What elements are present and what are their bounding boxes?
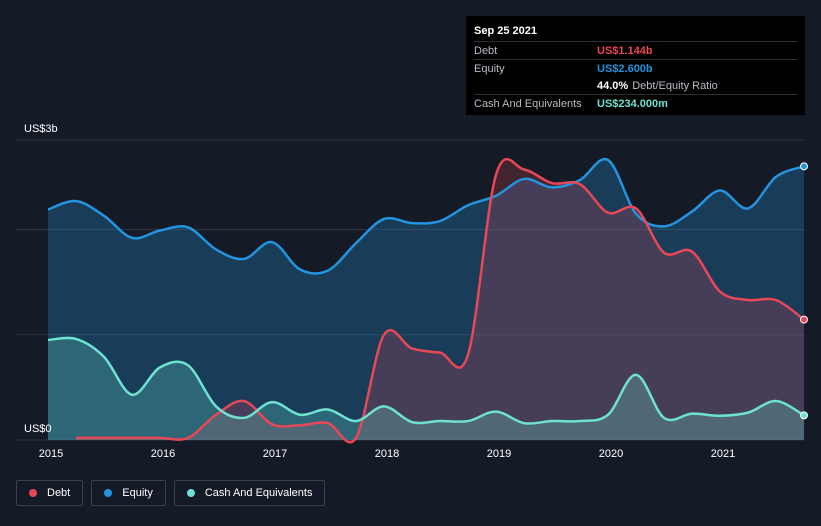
chart-legend: Debt Equity Cash And Equivalents bbox=[16, 480, 326, 506]
legend-debt-label: Debt bbox=[47, 487, 71, 499]
x-tick-label-2018: 2018 bbox=[375, 448, 399, 460]
cash-area bbox=[48, 337, 804, 440]
tooltip-cash-label: Cash And Equivalents bbox=[474, 97, 582, 110]
tooltip-debt-label: Debt bbox=[474, 44, 498, 57]
tooltip-ratio-row: 44.0% Debt/Equity Ratio bbox=[474, 77, 797, 94]
y-axis-top-label: US$3b bbox=[24, 123, 58, 135]
chart-lines bbox=[47, 157, 805, 444]
cash-dot-icon bbox=[186, 489, 195, 497]
equity-area bbox=[48, 159, 804, 441]
tooltip-ratio-value: 44.0% bbox=[597, 79, 629, 92]
legend-item-equity[interactable]: Equity bbox=[91, 480, 166, 506]
legend-item-cash[interactable]: Cash And Equivalents bbox=[173, 480, 326, 506]
tooltip-cash-value: US$234.000m bbox=[597, 97, 668, 110]
equity-endpoint bbox=[800, 162, 808, 171]
tooltip-debt-value: US$1.144b bbox=[597, 44, 653, 57]
x-tick-label-2021: 2021 bbox=[711, 448, 735, 460]
debt-line bbox=[76, 158, 805, 444]
tooltip-date: Sep 25 2021 bbox=[474, 25, 537, 37]
tooltip-equity-label: Equity bbox=[474, 62, 505, 75]
tooltip-debt-row: Debt US$1.144b bbox=[474, 41, 797, 59]
tooltip-ratio-label: Debt/Equity Ratio bbox=[632, 79, 718, 92]
x-tick-label-2019: 2019 bbox=[487, 448, 511, 460]
x-tick-label-2020: 2020 bbox=[599, 448, 623, 460]
debt-endpoint bbox=[800, 315, 808, 324]
equity-dot-icon bbox=[104, 489, 113, 497]
cash-endpoint bbox=[800, 411, 808, 420]
x-axis-ticks: 2015 2016 2017 2018 2019 2020 2021 bbox=[39, 448, 735, 460]
x-tick-label-2016: 2016 bbox=[151, 448, 175, 460]
tooltip-panel: Sep 25 2021 Debt US$1.144b Equity US$2.6… bbox=[466, 16, 805, 115]
cash-line bbox=[47, 336, 805, 425]
tooltip-equity-row: Equity US$2.600b bbox=[474, 59, 797, 77]
debt-dot-icon bbox=[29, 489, 37, 497]
tooltip-equity-value: US$2.600b bbox=[597, 62, 653, 75]
tooltip-cash-row: Cash And Equivalents US$234.000m bbox=[474, 94, 797, 112]
equity-line bbox=[47, 157, 805, 275]
x-tick-label-2015: 2015 bbox=[39, 448, 63, 460]
chart-areas bbox=[48, 159, 804, 443]
debt-area bbox=[76, 159, 804, 443]
chart-endpoints bbox=[800, 162, 808, 420]
y-axis-bottom-label: US$0 bbox=[24, 423, 52, 435]
legend-equity-label: Equity bbox=[122, 487, 153, 499]
x-tick-label-2017: 2017 bbox=[263, 448, 287, 460]
chart-grid bbox=[16, 139, 805, 441]
legend-item-debt[interactable]: Debt bbox=[16, 480, 84, 506]
legend-cash-label: Cash And Equivalents bbox=[204, 487, 313, 499]
